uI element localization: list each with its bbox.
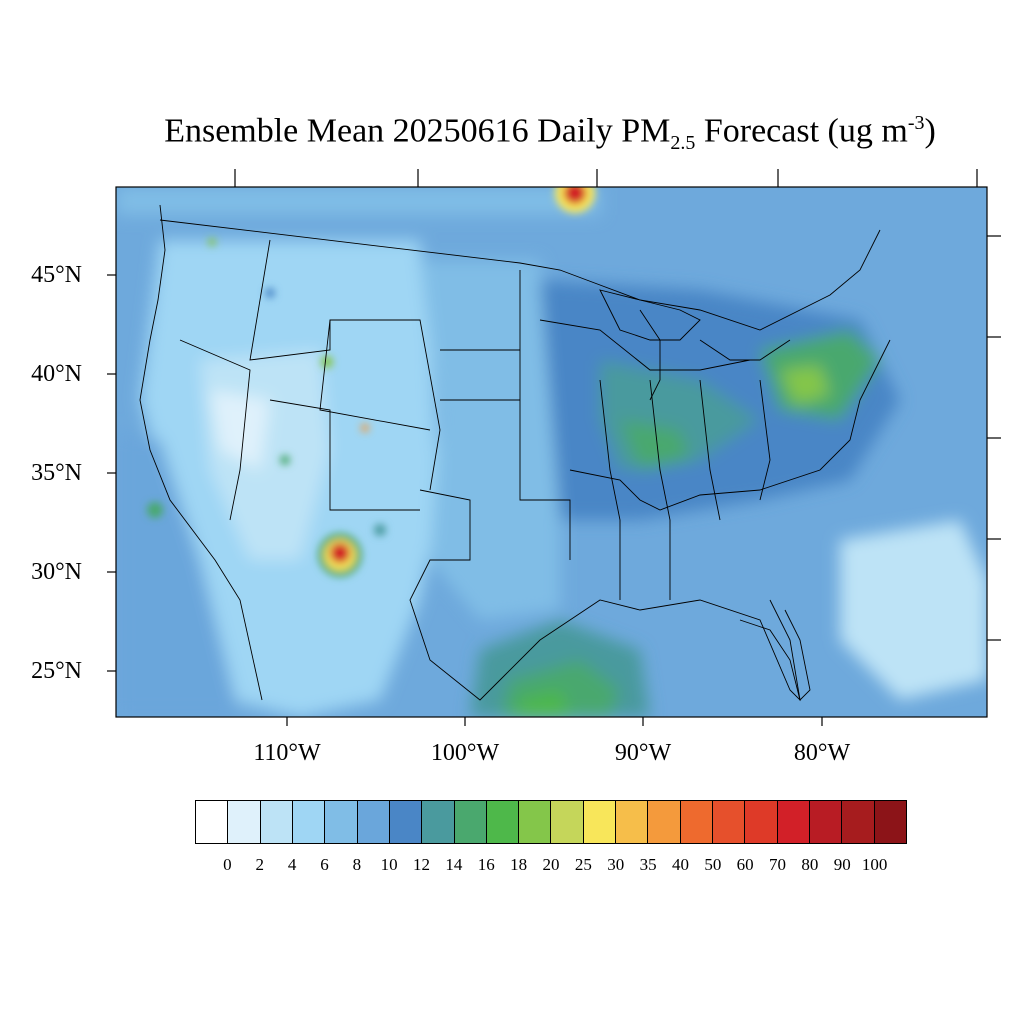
colorbar-box [292, 801, 326, 843]
title-subscript: 2.5 [670, 132, 696, 155]
colorbar-label: 20 [542, 855, 560, 874]
fire-hotspots [147, 187, 595, 577]
colorbar-label: 16 [477, 855, 495, 874]
title-middle: Forecast (ug m [695, 112, 908, 150]
title-superscript: -3 [907, 112, 925, 134]
map-field [116, 187, 987, 717]
colorbar-label: 90 [833, 855, 851, 874]
lon-label-90w: 90°W [614, 740, 672, 766]
colorbar-box [260, 801, 293, 843]
colorbar-box [196, 801, 229, 843]
title-suffix: ) [924, 112, 936, 150]
axis-ticks [107, 169, 1001, 726]
lat-label-40n: 40°N [31, 361, 82, 387]
colorbar-box [325, 801, 358, 843]
colorbar-label: 100 [861, 855, 888, 874]
colorbar-label: 60 [736, 855, 754, 874]
lon-label-80w: 80°W [793, 740, 851, 766]
colorbar-label: 12 [413, 855, 431, 874]
colorbar-box [745, 801, 778, 843]
colorbar-label: 2 [255, 855, 264, 874]
colorbar-box [486, 801, 520, 843]
colorbar-label: 4 [287, 855, 297, 874]
colorbar-label: 18 [510, 855, 528, 874]
lat-label-45n: 45°N [31, 262, 82, 288]
lat-label-30n: 30°N [31, 559, 82, 585]
colorbar-box [680, 801, 713, 843]
colorbar-box [616, 801, 649, 843]
colorbar-box [583, 801, 617, 843]
lat-label-25n: 25°N [31, 658, 82, 684]
colorbar-label: 50 [704, 855, 722, 874]
colorbar-box [519, 801, 552, 843]
colorbar-box [454, 801, 487, 843]
colorbar-box [551, 801, 584, 843]
colorbar-label: 8 [352, 855, 362, 874]
colorbar-label: 14 [445, 855, 463, 874]
colorbar [195, 800, 907, 844]
colorbar-label: 35 [639, 855, 657, 874]
colorbar-box [422, 801, 455, 843]
lon-label-100w: 100°W [430, 740, 500, 766]
colorbar-box [357, 801, 390, 843]
colorbar-label: 40 [671, 855, 689, 874]
colorbar-box [777, 801, 810, 843]
map-frame [115, 186, 988, 718]
colorbar-label: 70 [769, 855, 787, 874]
colorbar-box [713, 801, 746, 843]
colorbar-label: 0 [223, 855, 232, 874]
colorbar-label: 30 [607, 855, 625, 874]
colorbar-box [842, 801, 875, 843]
colorbar-box [648, 801, 681, 843]
colorbar-label: 25 [574, 855, 592, 874]
colorbar-box [874, 801, 906, 843]
state-boundaries [139, 204, 891, 702]
colorbar-box [228, 801, 261, 843]
colorbar-label: 6 [320, 855, 329, 874]
colorbar-box [389, 801, 423, 843]
map-title: Ensemble Mean 20250616 Daily PM2.5 Forec… [0, 112, 1024, 155]
colorbar-box [809, 801, 843, 843]
colorbar-label: 10 [380, 855, 398, 874]
lon-label-110w: 110°W [253, 740, 321, 766]
colorbar-label: 80 [801, 855, 819, 874]
lat-label-35n: 35°N [31, 460, 82, 486]
title-prefix: Ensemble Mean 20250616 Daily PM [164, 112, 671, 150]
